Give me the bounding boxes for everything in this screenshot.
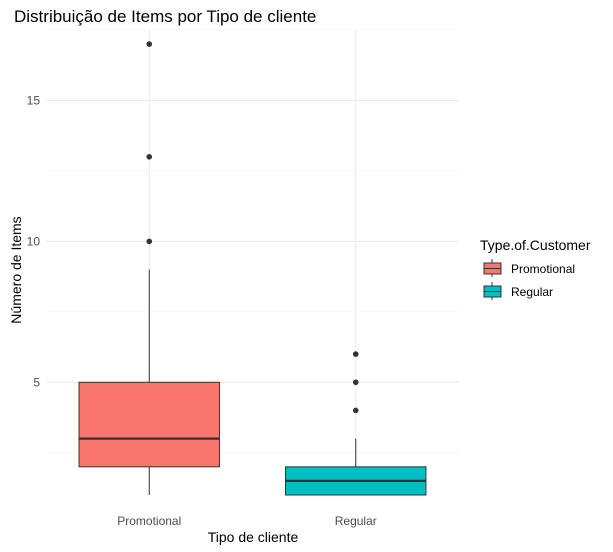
outlier-point bbox=[352, 379, 359, 386]
y-axis-title: Número de Items bbox=[8, 216, 24, 323]
legend-key-promotional bbox=[483, 259, 502, 277]
outlier-point bbox=[146, 238, 153, 245]
y-tick-label-5: 5 bbox=[33, 375, 40, 389]
x-axis-title: Tipo de cliente bbox=[208, 529, 299, 545]
legend: Type.of.Customer Promotional Regular bbox=[480, 237, 591, 300]
y-tick-label-10: 10 bbox=[27, 234, 41, 248]
box-regular bbox=[285, 351, 427, 496]
x-tick-label-promotional: Promotional bbox=[117, 514, 181, 528]
y-tick-labels: 5 10 15 bbox=[27, 93, 41, 389]
legend-label-regular: Regular bbox=[511, 285, 553, 299]
legend-key-regular bbox=[483, 282, 502, 300]
legend-label-promotional: Promotional bbox=[511, 262, 575, 276]
outlier-point bbox=[352, 407, 359, 414]
chart-title: Distribuição de Items por Tipo de client… bbox=[14, 7, 316, 26]
legend-title: Type.of.Customer bbox=[480, 237, 591, 253]
boxes bbox=[78, 41, 427, 496]
outlier-point bbox=[146, 154, 153, 160]
outlier-point bbox=[146, 41, 153, 47]
box-body bbox=[78, 381, 220, 468]
x-tick-labels: Promotional Regular bbox=[117, 514, 377, 528]
x-tick-label-regular: Regular bbox=[335, 514, 377, 528]
y-tick-label-15: 15 bbox=[27, 93, 41, 107]
box-promotional bbox=[78, 41, 220, 495]
outlier-point bbox=[352, 351, 359, 357]
